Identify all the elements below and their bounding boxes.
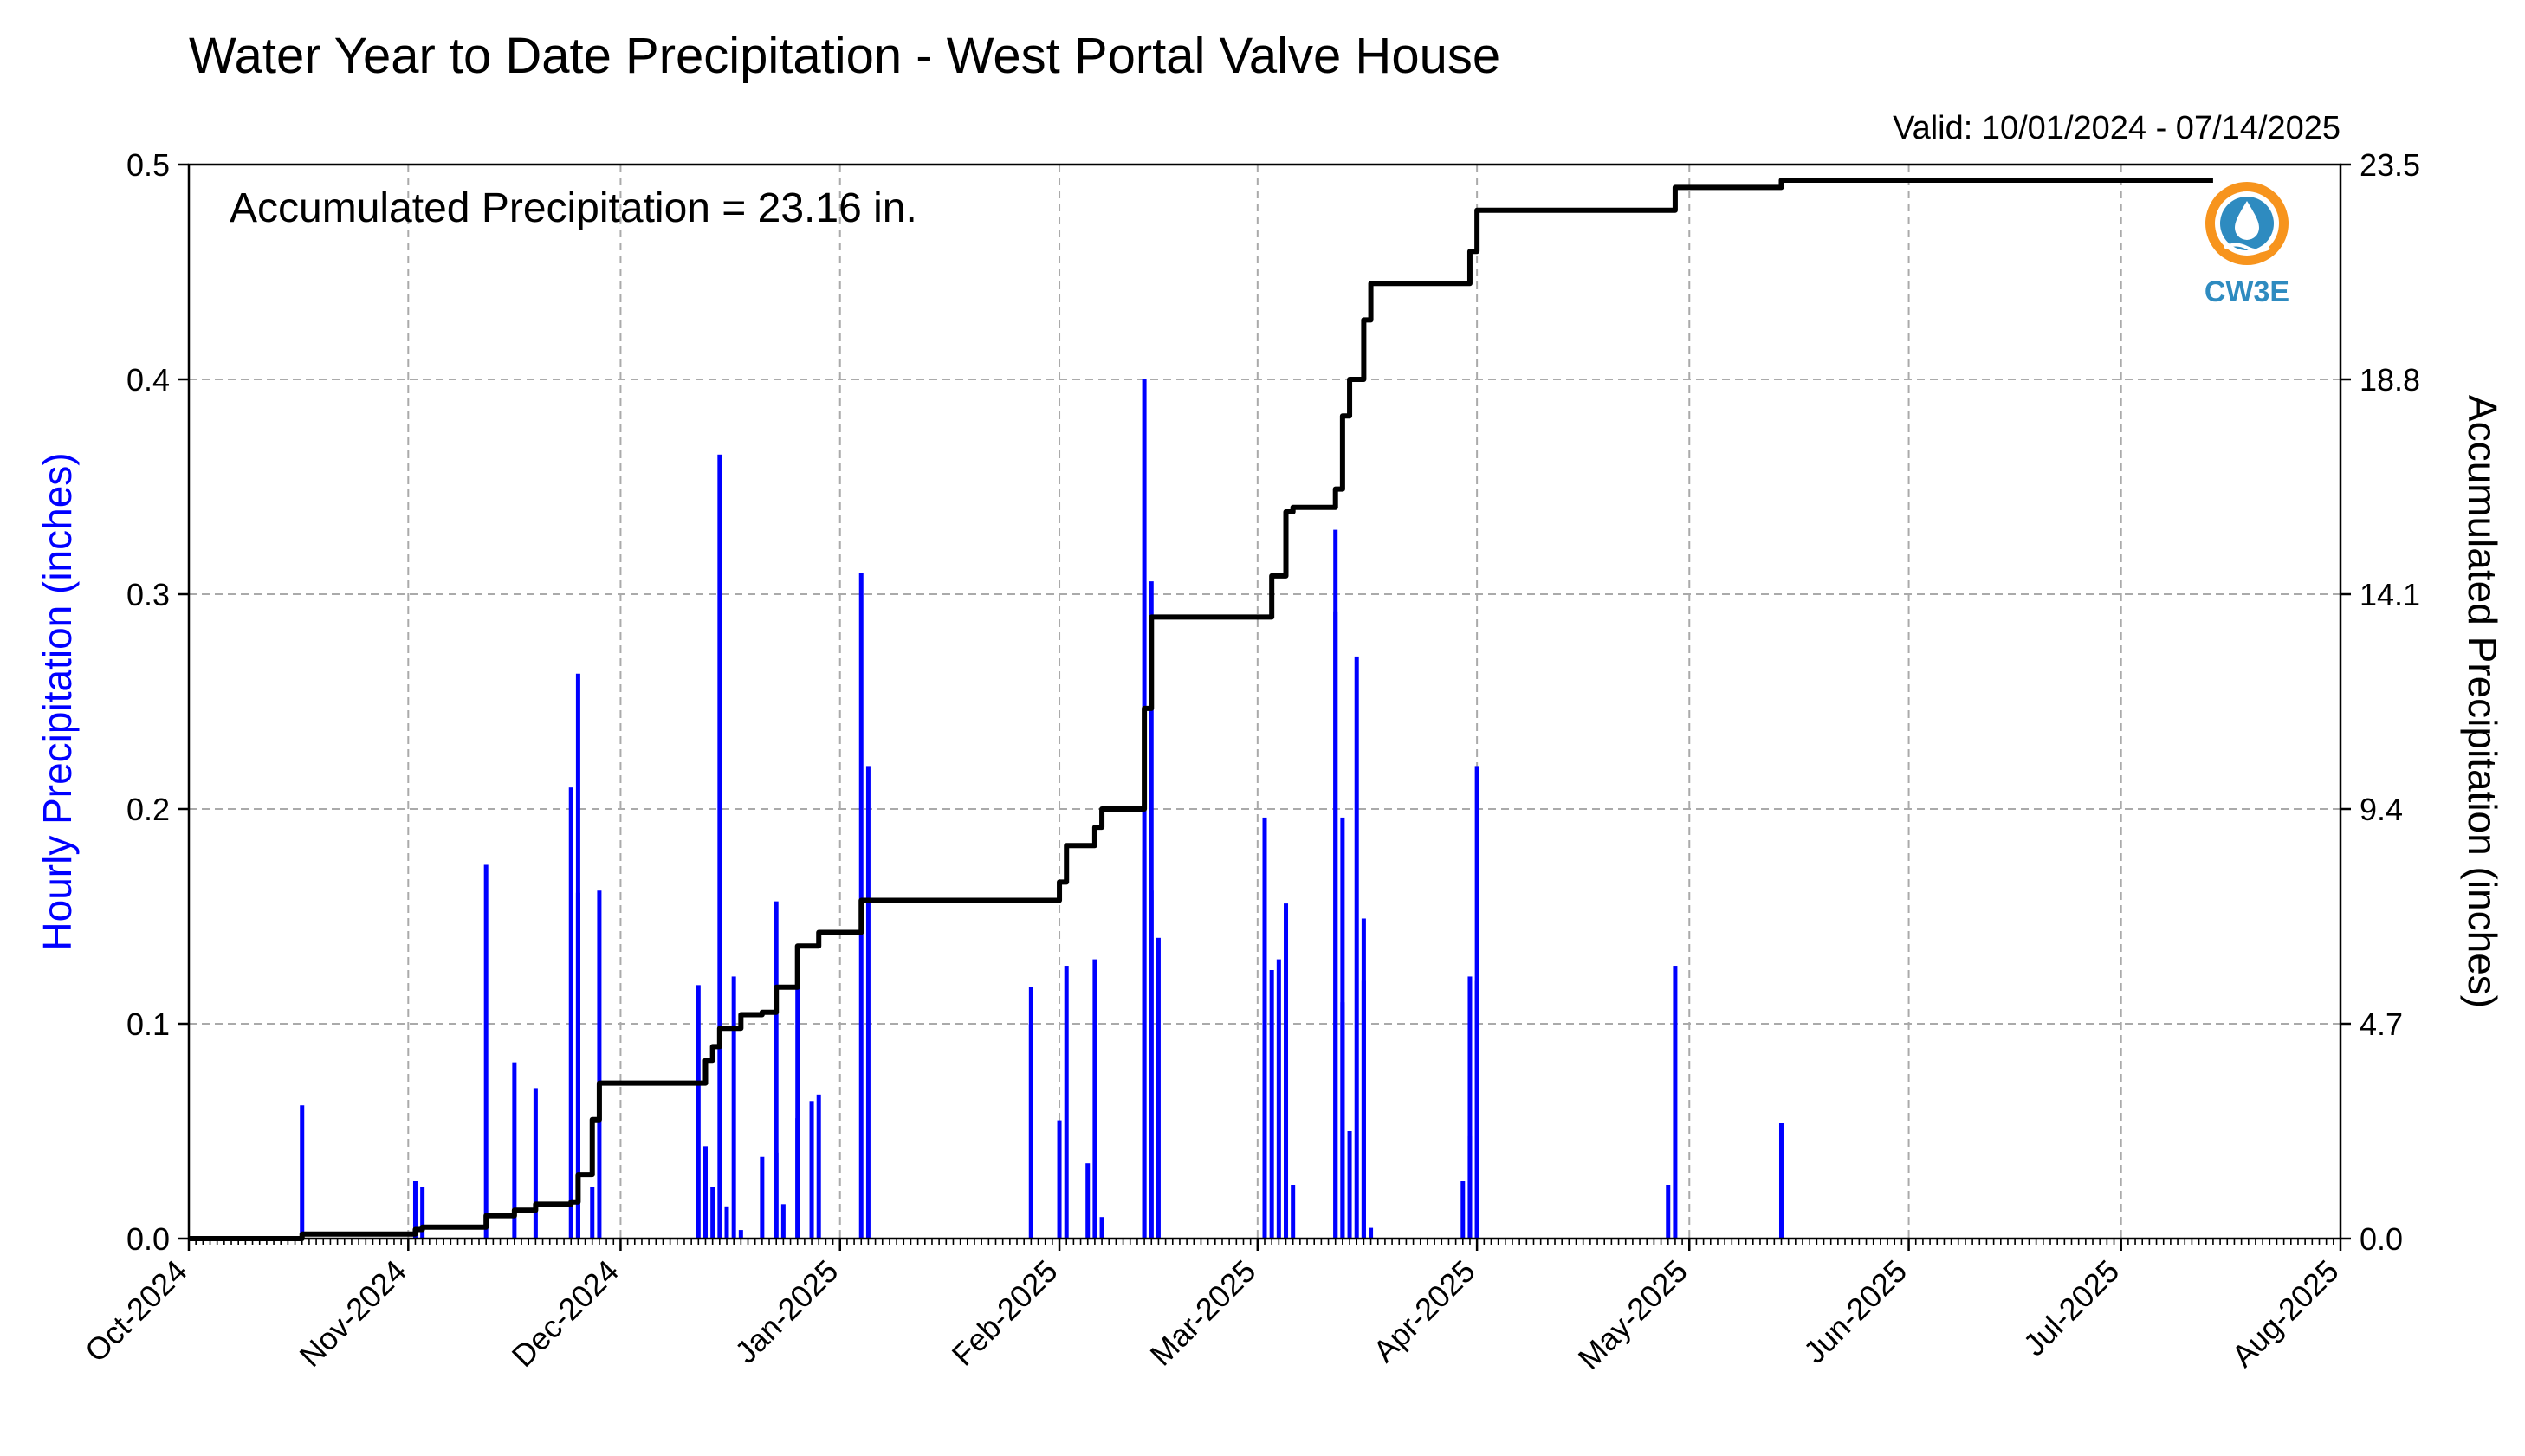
hourly-precip-bar bbox=[1460, 1181, 1466, 1239]
x-tick-label: Feb-2025 bbox=[945, 1253, 1065, 1373]
hourly-precip-bar bbox=[1262, 901, 1267, 1239]
hourly-precipitation-bars bbox=[300, 379, 1784, 1239]
axes: Oct-2024 Nov-2024 Dec-2024 Jan-2025 Feb-2025… bbox=[78, 147, 2420, 1376]
hourly-precip-bar bbox=[696, 985, 701, 1239]
x-tick-label: Dec-2024 bbox=[505, 1253, 625, 1374]
hourly-precip-bar bbox=[702, 1146, 708, 1239]
hourly-precip-bar bbox=[1085, 1163, 1091, 1239]
hourly-precip-bar bbox=[1354, 656, 1359, 1239]
y-tick-label: 0.1 bbox=[126, 1006, 170, 1042]
hourly-precip-bar bbox=[774, 901, 779, 1239]
x-tick-label: Jul-2025 bbox=[2017, 1253, 2127, 1363]
accumulated-precipitation-line-group bbox=[189, 177, 2213, 1241]
hourly-precip-bar bbox=[774, 1152, 779, 1239]
y-tick-label: 0.5 bbox=[126, 147, 170, 183]
hourly-precip-bar bbox=[738, 1230, 743, 1239]
hourly-precip-bar bbox=[780, 1204, 786, 1239]
hourly-precip-bar bbox=[1064, 966, 1069, 1239]
hourly-precip-bar bbox=[795, 950, 800, 1239]
hourly-precip-bar bbox=[1028, 1024, 1033, 1239]
hourly-precip-bar bbox=[731, 976, 736, 1239]
hourly-precip-bar bbox=[1361, 980, 1366, 1239]
hourly-precip-bar bbox=[1291, 1185, 1296, 1239]
hourly-precip-bar bbox=[512, 1062, 517, 1239]
x-tick-label: Mar-2025 bbox=[1143, 1253, 1263, 1373]
hourly-precip-bar bbox=[575, 892, 580, 1239]
hourly-precip-bar bbox=[1149, 890, 1154, 1239]
cw3e-logo: CW3E bbox=[2205, 182, 2289, 308]
x-tick-label: Jan-2025 bbox=[728, 1253, 845, 1370]
y2-tick-label: 14.1 bbox=[2360, 577, 2420, 612]
x-tick-label: May-2025 bbox=[1571, 1253, 1694, 1376]
hourly-precip-bar bbox=[1156, 937, 1161, 1239]
hourly-precip-bar bbox=[724, 1206, 729, 1239]
hourly-precip-bar bbox=[1284, 1060, 1289, 1239]
hourly-precip-bar bbox=[1666, 1185, 1671, 1239]
hourly-precip-bar bbox=[1467, 976, 1473, 1239]
y2-tick-label: 18.8 bbox=[2360, 362, 2420, 398]
gridlines bbox=[189, 165, 2340, 1239]
hourly-precip-bar bbox=[420, 1187, 425, 1239]
valid-date-range: Valid: 10/01/2024 - 07/14/2025 bbox=[1893, 110, 2340, 146]
hourly-precip-bar bbox=[809, 1101, 814, 1239]
hourly-precip-bar bbox=[597, 890, 602, 1239]
hourly-precip-bar bbox=[710, 1187, 715, 1239]
x-tick-label: Oct-2024 bbox=[78, 1253, 194, 1369]
hourly-precip-bar bbox=[568, 787, 573, 1239]
logo-droplet-icon bbox=[2235, 201, 2259, 240]
hourly-precip-bar bbox=[1099, 1217, 1104, 1239]
x-tick-label: Aug-2025 bbox=[2224, 1253, 2345, 1374]
hourly-precip-bar bbox=[1092, 959, 1097, 1239]
y2-tick-label: 0.0 bbox=[2360, 1221, 2403, 1257]
y2-tick-label: 23.5 bbox=[2360, 147, 2420, 183]
hourly-precip-bar bbox=[717, 454, 722, 1239]
x-tick-label: Nov-2024 bbox=[293, 1253, 413, 1374]
hourly-precip-bar bbox=[760, 1156, 765, 1239]
hourly-precip-bar bbox=[816, 1094, 821, 1239]
y-tick-label: 0.2 bbox=[126, 792, 170, 827]
hourly-precip-bar bbox=[795, 1118, 800, 1239]
hourly-precip-bar bbox=[1369, 1227, 1374, 1239]
hourly-precip-bar bbox=[1333, 611, 1338, 1239]
logo-wave-icon bbox=[2224, 243, 2270, 253]
y2-tick-label: 4.7 bbox=[2360, 1006, 2403, 1042]
logo-text: CW3E bbox=[2205, 275, 2289, 308]
hourly-precip-bar bbox=[1340, 1002, 1345, 1239]
accumulated-total-annotation: Accumulated Precipitation = 23.16 in. bbox=[230, 185, 917, 231]
hourly-precip-bar bbox=[412, 1181, 418, 1239]
accumulated-precipitation-line bbox=[189, 177, 2213, 1241]
y-tick-label: 0.3 bbox=[126, 577, 170, 612]
hourly-precip-bar bbox=[865, 766, 871, 1239]
y-tick-label: 0.0 bbox=[126, 1221, 170, 1257]
y2-axis-label: Accumulated Precipitation (inches) bbox=[2460, 395, 2505, 1008]
y-axis-label: Hourly Precipitation (inches) bbox=[35, 452, 80, 950]
hourly-precip-bar bbox=[1673, 966, 1678, 1239]
x-tick-label: Jun-2025 bbox=[1797, 1253, 1913, 1370]
y-tick-label: 0.4 bbox=[126, 362, 170, 398]
hourly-precip-bar bbox=[483, 864, 489, 1239]
chart-title: Water Year to Date Precipitation - West … bbox=[189, 28, 1500, 84]
hourly-precip-bar bbox=[590, 1187, 595, 1239]
hourly-precip-bar bbox=[1474, 980, 1479, 1239]
y2-tick-label: 9.4 bbox=[2360, 792, 2403, 827]
hourly-precip-bar bbox=[1276, 959, 1281, 1239]
hourly-precip-bar bbox=[1778, 1123, 1784, 1239]
x-tick-label: Apr-2025 bbox=[1366, 1253, 1482, 1369]
hourly-precip-bar bbox=[1269, 970, 1274, 1239]
hourly-precip-bar bbox=[300, 1105, 305, 1239]
hourly-precip-bar bbox=[1057, 1120, 1062, 1239]
hourly-precip-bar bbox=[1347, 1131, 1352, 1239]
hourly-precip-bar bbox=[533, 1088, 538, 1239]
